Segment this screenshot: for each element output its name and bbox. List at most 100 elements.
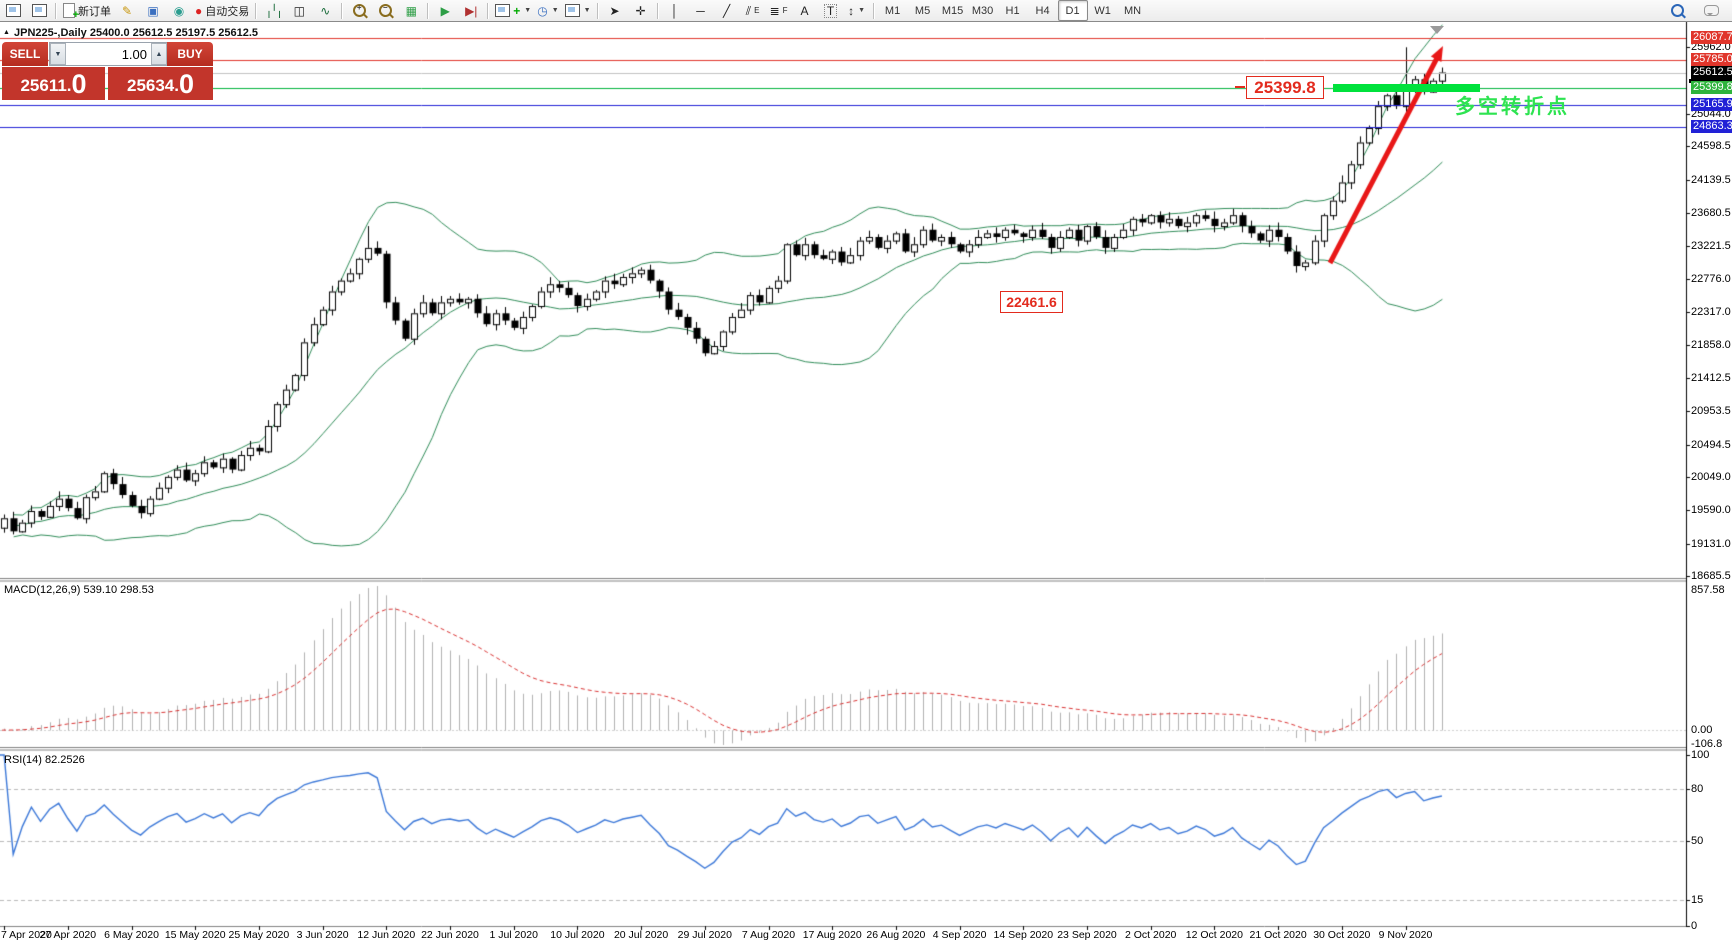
auto-scroll-icon: ▶	[440, 3, 450, 18]
tile-windows-button[interactable]: ▦	[398, 0, 424, 21]
text-label-icon: T	[823, 3, 838, 18]
search-icon	[1670, 4, 1684, 17]
chart-shift-icon: ▶|	[465, 3, 478, 18]
candlestick-chart-button[interactable]: ◫	[286, 0, 312, 21]
timeframe-m30[interactable]: M30	[971, 4, 994, 17]
terminal-icon: ▣	[147, 3, 159, 18]
support-zone-bar[interactable]	[1333, 84, 1480, 92]
timeframe-m5[interactable]: M5	[914, 4, 931, 17]
templates-button[interactable]: ▼	[562, 0, 594, 21]
date-tick-label: 9 Nov 2020	[1378, 929, 1433, 941]
bar-chart-button[interactable]: ╷╵╷	[260, 0, 286, 21]
toolbar-separator	[872, 2, 875, 19]
new-chart-button[interactable]	[0, 0, 26, 21]
arrows-icon: ↕	[848, 3, 855, 18]
fibonacci-tool[interactable]: ≣ F	[769, 3, 788, 18]
date-tick-label: 3 Jun 2020	[296, 929, 349, 941]
chat-button[interactable]	[1698, 0, 1724, 21]
date-tick-label: 22 Jun 2020	[421, 929, 479, 941]
horizontal-line-icon: ─	[696, 3, 705, 18]
signal-button[interactable]: ◉	[166, 0, 192, 21]
timeframe-w1[interactable]: W1	[1094, 4, 1111, 17]
volume-input[interactable]	[66, 45, 151, 63]
timeframe-d1[interactable]: D1	[1057, 0, 1088, 21]
timeframe-m15[interactable]: M15	[941, 4, 964, 17]
date-tick-label: 4 Sep 2020	[932, 929, 987, 941]
date-tick-label: 10 Jul 2020	[550, 929, 605, 941]
macd-zero-label: 0.00	[1691, 724, 1713, 736]
text-tool[interactable]: A	[792, 0, 818, 21]
timeframe-m1[interactable]: M1	[884, 4, 901, 17]
new-order-icon	[63, 3, 79, 21]
search-button[interactable]	[1664, 0, 1690, 21]
chart-shift-button[interactable]: ▶|	[458, 0, 484, 21]
horizontal-line-tool[interactable]: ─	[688, 0, 714, 21]
text-label-tool[interactable]: T	[818, 0, 844, 21]
equidistant-channel-tool[interactable]: ⫽ E	[745, 3, 760, 18]
price-tick-label: 23221.5	[1691, 240, 1731, 252]
date-tick-label: 6 May 2020	[104, 929, 159, 941]
chart-collapse-icon[interactable]: ▲	[3, 29, 10, 36]
price-tick-label: 25044.0	[1691, 108, 1731, 120]
toolbar-separator	[656, 2, 659, 19]
volume-decrease-button[interactable]: ▼	[50, 43, 66, 65]
chart-canvas[interactable]	[0, 22, 1732, 944]
level-annotation-22461[interactable]: 22461.6	[1000, 291, 1063, 313]
periods-button[interactable]: ◷ ▼	[534, 0, 561, 21]
trendline-tool[interactable]: ╱	[714, 0, 740, 21]
trendline-icon: ╱	[722, 3, 731, 18]
rsi-tick-label: 100	[1691, 749, 1710, 761]
arrows-tool[interactable]: ↕ ▼	[844, 0, 870, 21]
turning-point-annotation[interactable]: 多空转折点	[1455, 96, 1570, 118]
text-icon: A	[800, 3, 809, 18]
toolbar-separator	[596, 2, 599, 19]
toolbar-separator	[341, 2, 344, 19]
date-tick-label: 14 Sep 2020	[993, 929, 1054, 941]
crosshair-tool-button[interactable]: ✛	[628, 0, 654, 21]
price-tick-label: 21412.5	[1691, 372, 1731, 384]
line-chart-button[interactable]: ∿	[312, 0, 338, 21]
price-line-label: 26087.7	[1691, 31, 1732, 44]
timeframe-mn[interactable]: MN	[1124, 4, 1142, 17]
level-annotation-25399[interactable]: 25399.8	[1246, 76, 1324, 99]
buy-button[interactable]: BUY	[167, 42, 213, 66]
price-tick-label: 22776.0	[1691, 273, 1731, 285]
fibonacci-icon: ≣	[769, 3, 780, 18]
macd-min-label: -106.8	[1691, 738, 1723, 750]
timeframe-h1[interactable]: H1	[1005, 4, 1020, 17]
autotrade-label: 自动交易	[205, 5, 250, 18]
indicators-button[interactable]: + ▼	[492, 0, 534, 21]
cursor-tool-button[interactable]: ➤	[602, 0, 628, 21]
ohlc-values: 25400.0 25612.5 25197.5 25612.5	[89, 27, 259, 39]
dropdown-arrow-icon: ▼	[858, 7, 866, 14]
zoom-out-button[interactable]: −	[372, 0, 398, 21]
auto-scroll-button[interactable]: ▶	[432, 0, 458, 21]
new-order-label: 新订单	[78, 5, 111, 18]
zoom-in-button[interactable]: +	[346, 0, 372, 21]
toolbar-separator	[255, 2, 258, 19]
metaeditor-icon: ✎	[121, 3, 133, 18]
price-tick-label: 22317.0	[1691, 306, 1731, 318]
price-line-label: 25612.5	[1691, 66, 1732, 79]
metaeditor-button[interactable]: ✎	[114, 0, 140, 21]
one-click-trading-panel: SELL ▼ ▲ BUY 25611.0 25634.0	[2, 42, 213, 100]
new-order-button[interactable]: 新订单	[60, 0, 114, 21]
vertical-line-tool[interactable]: │	[662, 0, 688, 21]
price-line-label: 25165.9	[1691, 98, 1732, 111]
volume-box: ▼ ▲	[49, 42, 168, 66]
clock-icon: ◷	[537, 3, 548, 18]
line-chart-icon: ∿	[320, 3, 331, 18]
profiles-button[interactable]	[26, 0, 52, 21]
chat-icon	[1703, 5, 1719, 16]
volume-increase-button[interactable]: ▲	[151, 43, 167, 65]
sell-price[interactable]: 25611. 0	[2, 67, 105, 100]
chart-shift-marker[interactable]	[1430, 26, 1444, 34]
sell-button[interactable]: SELL	[2, 42, 48, 66]
timeframe-h4[interactable]: H4	[1035, 4, 1050, 17]
rsi-tick-label: 80	[1691, 783, 1704, 795]
buy-price[interactable]: 25634. 0	[108, 67, 213, 100]
autotrade-button[interactable]: ● 自动交易	[192, 0, 252, 21]
price-tick-label: 23680.5	[1691, 207, 1731, 219]
terminal-button[interactable]: ▣	[140, 0, 166, 21]
price-tick-label: 20953.5	[1691, 405, 1731, 417]
